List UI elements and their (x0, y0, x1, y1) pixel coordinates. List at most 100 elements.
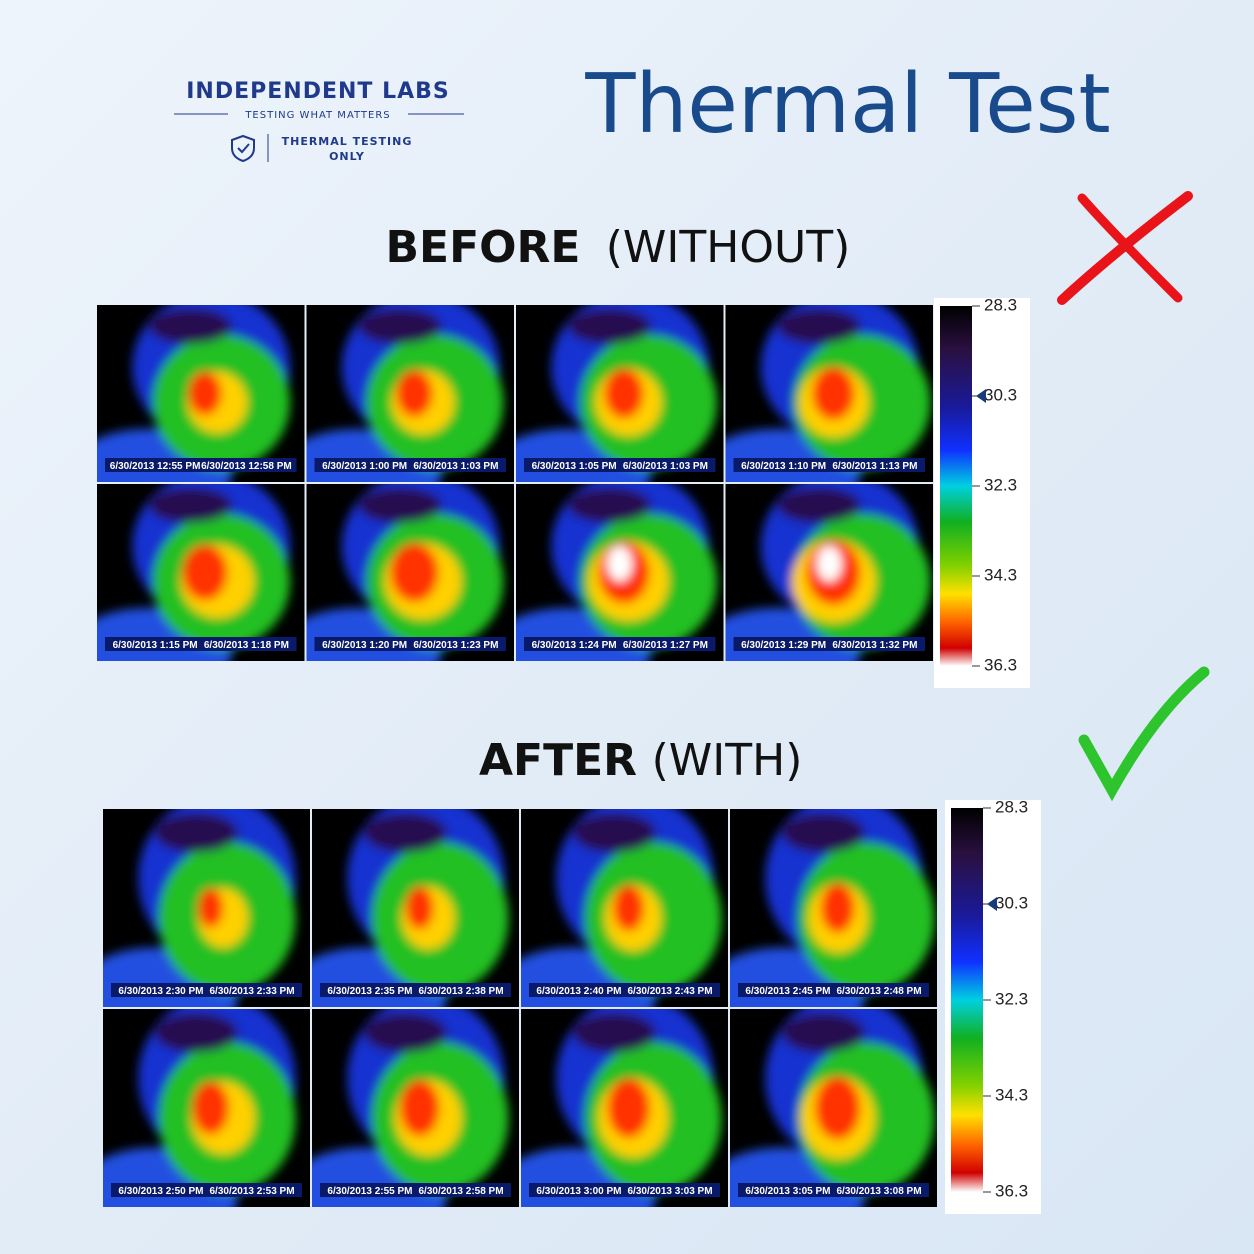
blob (777, 487, 861, 523)
blob (148, 487, 232, 523)
blob (613, 884, 644, 932)
timestamp: 6/30/2013 2:50 PM (118, 1186, 203, 1197)
colorbar (951, 808, 983, 1192)
scale-label: 32.3 (984, 475, 1017, 494)
logo-name: INDEPENDENT LABS (186, 79, 449, 104)
blob (358, 487, 442, 523)
timestamp: 6/30/2013 3:05 PM (745, 1186, 830, 1197)
blob (154, 1012, 238, 1053)
timestamp-bar (733, 637, 925, 651)
scale-label: 28.3 (995, 797, 1028, 816)
thermal-image: 6/30/2013 1:15 PM 6/30/2013 1:18 PM (97, 484, 305, 661)
thermal-image: 6/30/2013 1:20 PM 6/30/2013 1:23 PM (306, 484, 514, 661)
logo-tagline: TESTING WHAT MATTERS (244, 110, 390, 121)
thermal-content: 6/30/2013 1:05 PM 6/30/2013 1:03 PM (516, 305, 724, 482)
blob (567, 308, 651, 344)
thermal-image: 6/30/2013 2:35 PM 6/30/2013 2:38 PM (312, 809, 519, 1007)
check-icon (237, 143, 250, 154)
logo: INDEPENDENT LABS TESTING WHAT MATTERS TH… (174, 79, 464, 163)
scale-label: 30.3 (984, 385, 1017, 404)
blob (812, 367, 855, 420)
panels: 6/30/2013 12:55 PM 6/30/2013 12:58 PM 6/30… (97, 295, 1041, 1214)
timestamp: 6/30/2013 2:40 PM (536, 986, 621, 997)
heat-blobs (97, 484, 290, 661)
blob (399, 1079, 440, 1137)
thermal-image: 6/30/2013 3:00 PM 6/30/2013 3:03 PM (521, 1009, 728, 1207)
timestamp: 6/30/2013 1:05 PM (532, 461, 617, 472)
scale-label: 34.3 (995, 1085, 1028, 1104)
timestamp-bar (733, 458, 925, 472)
heat-blobs (97, 305, 290, 482)
blob (390, 543, 439, 602)
timestamp: 6/30/2013 12:58 PM (201, 461, 292, 472)
blob (820, 883, 855, 933)
timestamp: 6/30/2013 1:20 PM (322, 640, 407, 651)
heat-blobs (725, 305, 931, 482)
blob (363, 1012, 447, 1053)
thermal-content: 6/30/2013 1:00 PM 6/30/2013 1:03 PM (306, 305, 514, 482)
timestamp: 6/30/2013 2:43 PM (628, 986, 713, 997)
thermal-content: 6/30/2013 2:30 PM 6/30/2013 2:33 PM (103, 809, 310, 1007)
thermal-content: 6/30/2013 3:00 PM 6/30/2013 3:03 PM (521, 1009, 728, 1207)
scale-label: 30.3 (995, 893, 1028, 912)
blob (188, 371, 222, 416)
scale-label: 36.3 (995, 1181, 1028, 1200)
thermal-content: 6/30/2013 1:20 PM 6/30/2013 1:23 PM (306, 484, 514, 661)
scale-label: 28.3 (984, 295, 1017, 314)
blob (405, 886, 434, 930)
timestamp-bar (738, 1183, 929, 1197)
scale-label: 34.3 (984, 565, 1017, 584)
blob (198, 888, 224, 928)
scale-label: 32.3 (995, 989, 1028, 1008)
heat-blobs (103, 1009, 296, 1207)
timestamp-bar (529, 1183, 720, 1197)
shield-icon (231, 134, 255, 163)
thermal-content: 6/30/2013 1:15 PM 6/30/2013 1:18 PM (97, 484, 305, 661)
timestamp: 6/30/2013 1:03 PM (623, 461, 708, 472)
thermal-image: 6/30/2013 1:29 PM 6/30/2013 1:32 PM (725, 484, 933, 661)
timestamp: 6/30/2013 1:00 PM (322, 461, 407, 472)
timestamp: 6/30/2013 2:45 PM (745, 986, 830, 997)
heat-blobs (521, 1009, 722, 1207)
marker (987, 897, 997, 911)
heat-blobs (730, 809, 935, 1007)
timestamp: 6/30/2013 2:48 PM (837, 986, 922, 997)
timestamp: 6/30/2013 2:53 PM (210, 1186, 295, 1197)
timestamp: 6/30/2013 1:29 PM (741, 640, 826, 651)
thermal-content: 6/30/2013 2:40 PM 6/30/2013 2:43 PM (521, 809, 728, 1007)
blob (567, 487, 651, 523)
blob (815, 1076, 861, 1140)
thermal-content: 6/30/2013 12:55 PM 6/30/2013 12:58 PM (97, 305, 305, 482)
thermal-image: 6/30/2013 2:30 PM 6/30/2013 2:33 PM (103, 809, 310, 1007)
blob (607, 1078, 650, 1138)
blob (607, 545, 633, 582)
thermal-content: 6/30/2013 1:29 PM 6/30/2013 1:32 PM (725, 484, 933, 661)
timestamp: 6/30/2013 2:58 PM (419, 1186, 504, 1197)
blob (604, 368, 644, 419)
blob (154, 812, 238, 853)
timestamp: 6/30/2013 3:00 PM (536, 1186, 621, 1197)
thermal-content: 6/30/2013 1:10 PM 6/30/2013 1:13 PM (725, 305, 933, 482)
timestamp: 6/30/2013 1:03 PM (413, 461, 498, 472)
thermal-image: 6/30/2013 1:05 PM 6/30/2013 1:03 PM (516, 305, 724, 482)
marker (976, 389, 986, 403)
blob (148, 308, 232, 344)
thermal-content: 6/30/2013 2:45 PM 6/30/2013 2:48 PM (730, 809, 937, 1007)
timestamp-bar (738, 983, 929, 997)
thermal-content: 6/30/2013 2:55 PM 6/30/2013 2:58 PM (312, 1009, 519, 1207)
blob (572, 1012, 656, 1053)
thermal-image: 6/30/2013 1:00 PM 6/30/2013 1:03 PM (306, 305, 514, 482)
section-label: AFTER (479, 735, 637, 786)
blob (182, 544, 228, 601)
cross-icon (1057, 191, 1193, 305)
page-title: Thermal Test (584, 57, 1110, 152)
blob (363, 812, 447, 853)
timestamp-bar (524, 637, 716, 651)
blob (777, 308, 861, 344)
timestamp-bar (314, 637, 506, 651)
heat-blobs (516, 305, 717, 482)
timestamp: 6/30/2013 2:35 PM (327, 986, 412, 997)
thermal-content: 6/30/2013 2:35 PM 6/30/2013 2:38 PM (312, 809, 519, 1007)
blob (396, 370, 433, 417)
